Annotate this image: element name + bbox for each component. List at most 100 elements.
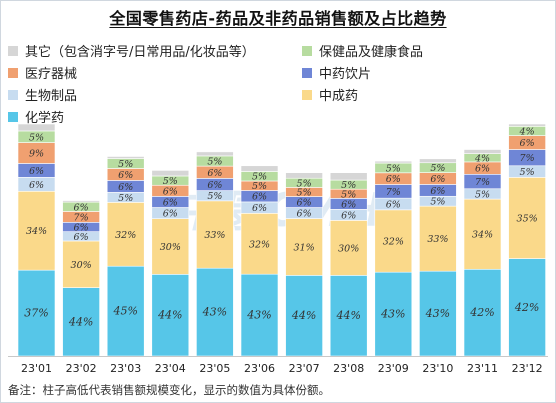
- data-label: 7%: [386, 187, 401, 198]
- legend-swatch: [302, 45, 312, 56]
- data-label: 5%: [520, 167, 535, 178]
- data-label: 6%: [520, 138, 535, 149]
- data-label: 5%: [297, 178, 312, 189]
- legend-item: 中成药: [302, 85, 358, 104]
- data-label: 4%: [474, 153, 490, 164]
- legend-swatch: [302, 67, 312, 78]
- bar-segment: [285, 172, 323, 179]
- legend-item: 化学药: [8, 107, 64, 126]
- bar-segment: [374, 271, 413, 357]
- data-label: 43%: [246, 309, 271, 322]
- data-label: 5%: [207, 191, 222, 202]
- bar-segment: [508, 123, 546, 127]
- data-label: 30%: [338, 243, 359, 254]
- data-label: 7%: [520, 153, 535, 164]
- data-label: 32%: [115, 230, 136, 241]
- bar-segment: [196, 200, 234, 269]
- legend-label: 化学药: [25, 111, 65, 126]
- data-label: 5%: [29, 132, 44, 143]
- data-label: 45%: [112, 305, 137, 318]
- data-label: 6%: [118, 182, 133, 193]
- bar-segment: [329, 172, 368, 181]
- legend-swatch: [8, 89, 18, 100]
- bar-segment: [508, 177, 546, 259]
- data-label: 5%: [252, 172, 267, 183]
- data-label: 42%: [514, 301, 539, 314]
- data-label: 7%: [475, 177, 490, 188]
- bar-segment: [62, 287, 100, 357]
- data-label: 5%: [386, 163, 401, 174]
- legend: 其它（包含消字号/日常用品/化妆品等） 保健品及健康食品医疗器械 中药饮片生物制品 中…: [0, 0, 556, 130]
- data-label: 44%: [291, 309, 316, 322]
- x-tick-label: 23'01: [21, 362, 52, 375]
- x-tick-label: 23'12: [512, 362, 543, 375]
- data-label: 4%: [519, 126, 535, 137]
- data-label: 33%: [427, 234, 448, 245]
- data-label: 6%: [341, 210, 356, 221]
- data-label: 34%: [472, 230, 493, 241]
- bar-segment: [17, 269, 56, 357]
- data-label: 6%: [74, 202, 89, 213]
- data-label: 5%: [430, 163, 445, 174]
- bar-segment: [17, 123, 56, 132]
- data-label: 30%: [71, 260, 92, 271]
- bar-segment: [419, 205, 457, 272]
- data-label: 6%: [207, 168, 222, 179]
- data-label: 6%: [297, 209, 312, 220]
- data-label: 6%: [252, 192, 267, 203]
- data-label: 6%: [163, 209, 178, 220]
- data-label: 34%: [26, 226, 47, 237]
- legend-item: 医疗器械: [8, 63, 77, 82]
- bar-segment: [17, 190, 56, 271]
- data-label: 5%: [207, 157, 222, 168]
- bar-segment: [374, 160, 413, 164]
- bar-segment: [240, 165, 279, 172]
- legend-label: 生物制品: [25, 89, 78, 104]
- data-label: 44%: [335, 309, 360, 322]
- data-label: 6%: [207, 180, 222, 191]
- data-label: 6%: [74, 232, 89, 243]
- data-label: 5%: [430, 197, 445, 208]
- legend-label: 中成药: [319, 89, 359, 104]
- bar-segment: [240, 273, 279, 357]
- legend-label: 其它（包含消字号/日常用品/化妆品等）: [25, 45, 255, 60]
- data-label: 6%: [475, 164, 490, 175]
- x-tick-label: 23'09: [378, 362, 409, 375]
- data-label: 33%: [204, 230, 225, 241]
- data-label: 6%: [430, 186, 445, 197]
- x-tick-label: 23'05: [199, 362, 230, 375]
- data-label: 5%: [163, 176, 178, 187]
- legend-item: 中药饮片: [302, 63, 371, 82]
- bar-segment: [240, 213, 279, 275]
- data-label: 42%: [469, 306, 494, 319]
- legend-item: 生物制品: [8, 85, 77, 104]
- data-label: 5%: [252, 181, 267, 192]
- data-label: 44%: [68, 315, 93, 328]
- data-label: 32%: [383, 237, 404, 248]
- chart-title: 全国零售药店-药品及非药品销售额及占比趋势: [109, 9, 447, 28]
- legend-label: 中药饮片: [319, 67, 372, 82]
- data-label: 6%: [386, 174, 401, 185]
- x-tick-label: 23'10: [422, 362, 453, 375]
- data-label: 5%: [297, 187, 312, 198]
- bar-segment: [62, 240, 100, 288]
- legend-label: 保健品及健康食品: [319, 45, 424, 60]
- data-label: 30%: [160, 242, 181, 253]
- data-label: 43%: [425, 307, 450, 320]
- bar-segment: [463, 149, 502, 154]
- data-label: 5%: [341, 180, 356, 191]
- data-label: 6%: [163, 186, 178, 197]
- bar-segment: [196, 151, 234, 157]
- data-label: 6%: [118, 170, 133, 181]
- data-label: 6%: [29, 166, 44, 177]
- data-label: 6%: [29, 180, 44, 191]
- bar-segment: [419, 158, 457, 164]
- bar-segment: [151, 218, 190, 275]
- legend-swatch: [8, 67, 18, 78]
- data-label: 5%: [341, 189, 356, 200]
- bar-segment: [196, 267, 234, 357]
- legend-item: 其它（包含消字号/日常用品/化妆品等）: [8, 41, 255, 60]
- data-label: 6%: [430, 174, 445, 185]
- legend-swatch: [302, 89, 312, 100]
